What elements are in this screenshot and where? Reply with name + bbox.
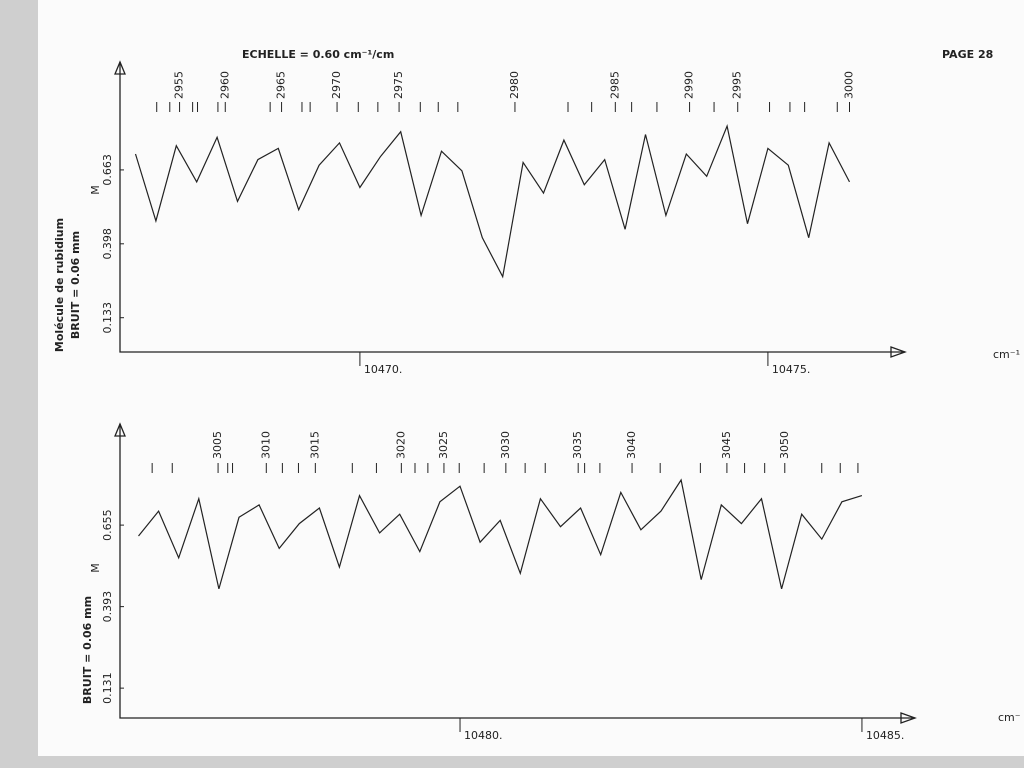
x-tick-label: 10470. [364,363,403,376]
scale-label: ECHELLE = 0.60 cm⁻¹/cm [242,48,394,61]
page-number: PAGE 28 [942,48,993,61]
spectrum [134,124,851,279]
line-label: 3005 [211,431,224,459]
y-tick-label: 0.393 [101,591,114,623]
marker-label: M [89,563,102,573]
y-arrow [114,60,126,75]
x-axis-unit: cm⁻¹ [993,348,1020,361]
line-label: 2955 [173,71,186,99]
line-label: 3030 [499,431,512,459]
line-label: 2960 [218,71,231,99]
line-label: 2995 [731,71,744,99]
axes [119,62,905,353]
x-axis-unit: cm⁻ [998,711,1021,724]
line-label: 2990 [683,71,696,99]
line-label: 3015 [308,431,321,459]
marker-label: M [89,185,102,195]
line-label: 2980 [508,71,521,99]
line-label: 2965 [275,71,288,99]
side-label: Molécule de rubidium [53,218,66,352]
line-label: 3040 [625,431,638,459]
spectrum [138,478,863,590]
x-arrow [890,346,907,358]
y-tick-label: 0.131 [101,672,114,704]
y-tick-label: 0.133 [101,302,114,334]
line-label: 3000 [843,71,856,99]
x-tick-label: 10480. [464,729,503,742]
line-label: 3025 [437,431,450,459]
side-label: BRUIT = 0.06 mm [69,231,82,339]
x-arrow [900,712,917,724]
paper [38,0,1024,756]
y-tick-label: 0.663 [101,154,114,186]
line-label: 3035 [571,431,584,459]
axes [119,424,915,719]
y-arrow [114,422,126,437]
y-tick-label: 0.398 [101,228,114,259]
line-label: 2985 [608,71,621,99]
side-label: BRUIT = 0.06 mm [81,596,94,704]
y-tick-label: 0.655 [101,509,114,541]
line-label: 2975 [392,71,405,99]
line-label: 2970 [330,71,343,99]
line-label: 3020 [394,431,407,459]
line-label: 3045 [720,431,733,459]
x-tick-label: 10475. [772,363,811,376]
line-label: 3050 [778,431,791,459]
line-label: 3010 [259,431,272,459]
x-tick-label: 10485. [866,729,905,742]
